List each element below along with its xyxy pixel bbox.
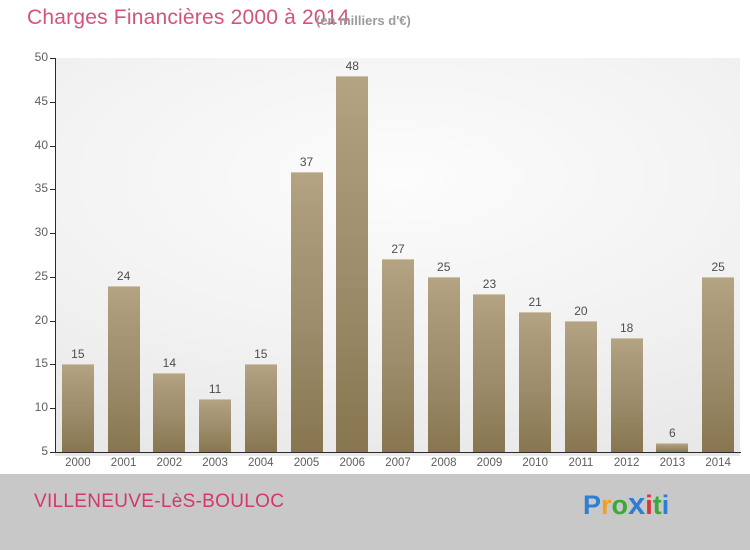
y-axis-tick-label: 25: [34, 268, 48, 283]
x-axis-tick-label: 2010: [522, 457, 548, 469]
bar[interactable]: [473, 294, 506, 452]
chart-footer: VILLENEUVE-LèS-BOULOC Proxiti: [0, 474, 750, 550]
y-axis-tick-label: 40: [34, 137, 48, 152]
x-axis-line: [55, 452, 741, 453]
logo-letter-o: o: [611, 490, 629, 520]
bar-value-label: 14: [162, 356, 176, 371]
bar-value-label: 11: [208, 382, 222, 397]
bar[interactable]: [702, 276, 735, 452]
bar-value-label: 21: [528, 294, 542, 309]
y-axis-tick-label: 45: [34, 93, 48, 108]
x-axis-tick-label: 2001: [110, 457, 137, 469]
logo-letter-p: P: [583, 490, 602, 520]
y-axis-tick: [50, 58, 56, 59]
bar[interactable]: [382, 259, 414, 452]
x-axis-tick-label: 2012: [613, 457, 640, 469]
y-axis-tick: [50, 233, 56, 235]
bar[interactable]: [656, 443, 689, 452]
page-title: Charges Financières 2000 à 2014: [27, 6, 350, 29]
x-axis-tick-label: 2000: [65, 457, 91, 469]
y-axis-tick: [50, 276, 56, 278]
x-axis-tick-label: 2003: [202, 457, 228, 469]
y-axis-tick-label: 50: [34, 50, 48, 64]
bar[interactable]: [336, 75, 369, 452]
y-axis-tick: [50, 101, 56, 103]
x-axis-tick-label: 2006: [339, 457, 366, 469]
x-axis-tick-label: 2002: [156, 457, 183, 469]
x-axis-tick-label: 2005: [293, 457, 320, 469]
bar-value-label: 15: [71, 347, 85, 362]
y-axis-tick-label: 20: [34, 312, 48, 327]
chart-header: Charges Financières 2000 à 2014 (en mill…: [0, 0, 750, 38]
bar-value-label: 25: [711, 259, 725, 274]
y-axis-tick-label: 35: [34, 181, 48, 196]
y-axis-tick-label: 15: [34, 356, 48, 371]
x-axis-tick-label: 2013: [659, 457, 686, 469]
y-axis-tick: [50, 189, 56, 191]
bar-value-label: 27: [391, 242, 405, 257]
bar-value-label: 18: [619, 321, 634, 336]
logo-letter-r: r: [601, 490, 612, 520]
logo-letter-x: x: [628, 486, 646, 521]
bar[interactable]: [519, 311, 552, 452]
bar[interactable]: [107, 285, 140, 452]
y-axis-tick: [50, 364, 56, 366]
bar-value-label: 15: [254, 347, 268, 362]
y-axis-tick-label: 10: [34, 400, 48, 415]
bar[interactable]: [199, 399, 232, 452]
logo-letter-i-second: i: [661, 490, 670, 520]
y-axis-tick: [50, 452, 56, 453]
bar[interactable]: [244, 364, 277, 452]
x-axis-tick-label: 2008: [430, 457, 457, 469]
bar-value-label: 25: [437, 259, 451, 274]
logo-letter-i-first: i: [645, 490, 653, 520]
bar[interactable]: [610, 338, 643, 452]
chart-subtitle: (en milliers d'€): [316, 13, 411, 28]
logo-letter-t: t: [652, 490, 662, 520]
bar[interactable]: [153, 373, 186, 452]
y-axis-tick: [50, 408, 56, 410]
x-axis-tick-label: 2004: [248, 457, 274, 469]
bar[interactable]: [564, 320, 597, 452]
x-axis-tick-label: 2007: [385, 457, 411, 469]
y-axis-labels: 5 10 15 20 25 30 35 40 45 50: [8, 0, 48, 550]
place-name: VILLENEUVE-LèS-BOULOC: [34, 491, 285, 512]
y-axis-tick: [50, 320, 56, 322]
proxiti-logo[interactable]: Proxiti: [583, 486, 669, 522]
x-axis-tick-label: 2009: [476, 457, 503, 469]
bar-value-label: 20: [574, 303, 588, 318]
bar[interactable]: [61, 364, 94, 452]
bar[interactable]: [290, 171, 323, 452]
x-axis-tick-label: 2011: [568, 457, 594, 469]
y-axis-tick: [50, 145, 56, 147]
bar-value-label: 24: [116, 268, 131, 283]
y-axis-tick-label: 5: [41, 444, 48, 458]
bar-value-label: 23: [482, 277, 497, 292]
x-axis-tick-label: 2014: [705, 457, 731, 469]
bar-value-label: 48: [345, 58, 359, 73]
bar[interactable]: [427, 276, 460, 452]
bar-value-label: 37: [299, 154, 314, 169]
y-axis-tick-label: 30: [34, 225, 48, 240]
bar-value-label: 6: [669, 426, 676, 441]
y-axis-line: [55, 58, 56, 453]
